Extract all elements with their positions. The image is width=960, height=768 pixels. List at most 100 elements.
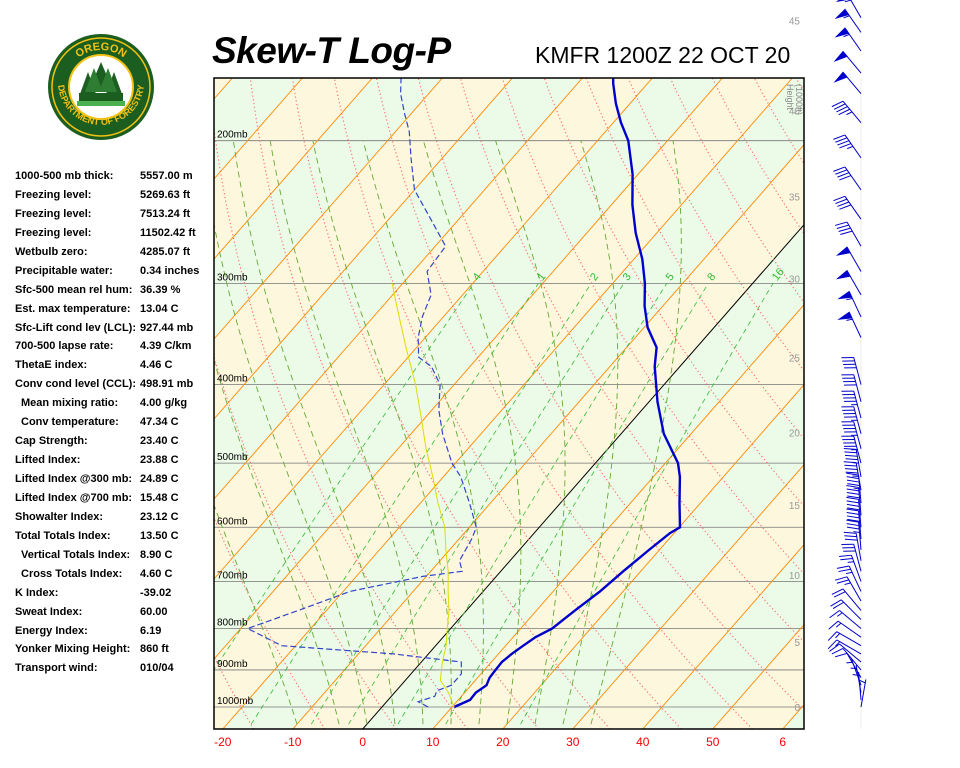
- wind-barb-half-flag: [844, 0, 851, 3]
- index-row: Vertical Totals Index: 8.90 C: [15, 547, 215, 566]
- wind-barb-flag: [833, 195, 846, 202]
- isotherm-line: [214, 78, 373, 260]
- temperature-tick-label: -20: [214, 735, 232, 749]
- isotherm-line: [572, 464, 804, 729]
- index-row: Yonker Mixing Height: 860 ft: [15, 641, 215, 660]
- wind-barb-flag: [827, 631, 838, 641]
- stability-indices: 1000-500 mb thick: 5557.00 m Freezing leve…: [15, 168, 215, 679]
- index-label: Cap Strength:: [15, 435, 88, 448]
- wind-barb-staff: [844, 195, 862, 220]
- parcel-trace: [391, 283, 455, 708]
- index-value: 47.34 C: [140, 416, 179, 429]
- wind-barb-staff: [853, 544, 862, 572]
- wind-barb-staff: [855, 462, 862, 491]
- wind-barb: [834, 27, 862, 52]
- index-value: 4.39 C/km: [140, 340, 192, 353]
- wind-barb-half-flag: [846, 111, 853, 116]
- wind-barb-flag: [837, 172, 850, 178]
- wind-barb-flag: [833, 103, 846, 110]
- wind-barb-flag: [834, 221, 848, 226]
- moist-adiabat: [495, 140, 566, 725]
- height-axis-title: (1000ft): [794, 84, 804, 115]
- isotherm-line: [214, 78, 443, 340]
- wind-barb-flag: [847, 483, 860, 487]
- dry-adiabat: [214, 354, 397, 729]
- wind-barb-flag: [846, 503, 860, 507]
- wind-barb: [859, 679, 867, 708]
- index-value: 36.39 %: [140, 283, 181, 296]
- height-label: 35: [789, 192, 801, 203]
- index-label: Energy Index:: [15, 624, 88, 637]
- wind-barb: [835, 0, 862, 18]
- wind-barb-flag: [844, 535, 857, 538]
- dry-adiabat: [880, 78, 960, 729]
- height-label: 25: [789, 353, 801, 364]
- wind-barb-pennant: [837, 311, 853, 320]
- wind-barb-flag: [846, 500, 859, 504]
- wind-barb-flag: [844, 454, 858, 457]
- wind-barb: [841, 543, 862, 572]
- isotherm-line: [222, 78, 793, 729]
- index-value: 4.46 C: [140, 359, 173, 372]
- wind-barb: [841, 374, 862, 402]
- index-label: Vertical Totals Index:: [21, 548, 131, 561]
- wind-barb-staff: [858, 510, 862, 539]
- isotherm-line: [292, 144, 804, 729]
- index-value: -39.02: [140, 586, 172, 599]
- isotherm-line: [782, 704, 804, 729]
- wind-barb-flag: [834, 652, 848, 658]
- index-row: Cross Totals Index: 4.60 C: [15, 566, 215, 585]
- wind-barb-pennant: [833, 71, 848, 83]
- height-label: 0: [794, 703, 800, 714]
- mixing-ratio-line: [310, 283, 592, 725]
- wind-barb-staff: [853, 357, 862, 385]
- wind-barb: [846, 508, 862, 539]
- zero-isotherm: [362, 223, 804, 729]
- wind-barb: [841, 406, 862, 434]
- wind-barb-staff: [855, 533, 862, 561]
- index-row: 1000-500 mb thick: 5557.00 m: [15, 168, 215, 187]
- wind-barb: [836, 565, 862, 592]
- wind-barb-flag: [844, 538, 858, 541]
- wind-barb-flag: [846, 476, 859, 480]
- isotherm-line: [502, 384, 804, 729]
- moist-adiabat: [214, 358, 340, 725]
- mixing-ratio-line: [214, 283, 475, 671]
- plot-frame: [213, 77, 805, 730]
- index-row: Est. max temperature: 13.04 C: [15, 301, 215, 320]
- wind-barb-flag: [846, 511, 859, 515]
- wind-barb-staff: [858, 499, 862, 528]
- mixing-ratio-label: 16: [770, 266, 787, 283]
- index-label: Conv temperature:: [21, 416, 119, 429]
- wind-barb-flag: [829, 610, 840, 619]
- index-row: Lifted Index @300 mb: 24.89 C: [15, 471, 215, 490]
- temperature-tick-label: -10: [284, 735, 302, 749]
- wind-barb-flag: [839, 143, 852, 149]
- wind-barb: [831, 100, 862, 123]
- wind-barb-staff: [836, 631, 862, 647]
- temperature-axis: -20 -10 0 10 20 30 40 50 6: [214, 735, 786, 749]
- wind-barb-flag: [831, 588, 844, 595]
- wind-barb-staff: [846, 653, 862, 678]
- dry-adiabat: [669, 78, 804, 304]
- station-timestamp: KMFR 1200Z 22 OCT 20: [535, 42, 791, 68]
- wind-barb: [829, 610, 862, 629]
- wind-barb-flag: [843, 531, 857, 534]
- isotherm-line: [214, 78, 233, 100]
- wind-barb-half-flag: [847, 145, 854, 150]
- index-row: Freezing level: 5269.63 ft: [15, 187, 215, 206]
- wind-barb: [835, 246, 862, 272]
- index-row: Freezing level: 7513.24 ft: [15, 206, 215, 225]
- index-label: Lifted Index @700 mb:: [15, 491, 133, 504]
- isotherm-line: [214, 78, 653, 580]
- wind-barb-pennant: [834, 8, 850, 20]
- wind-barb-flag: [838, 227, 851, 232]
- index-label: Conv cond level (CCL):: [15, 378, 137, 391]
- wind-barb: [829, 643, 862, 663]
- index-row: Energy Index: 6.19: [15, 623, 215, 642]
- wind-barb-flag: [846, 496, 859, 500]
- dry-adiabats: [214, 78, 960, 729]
- moist-adiabat: [214, 221, 368, 725]
- index-row: Freezing level: 11502.42 ft: [15, 225, 215, 244]
